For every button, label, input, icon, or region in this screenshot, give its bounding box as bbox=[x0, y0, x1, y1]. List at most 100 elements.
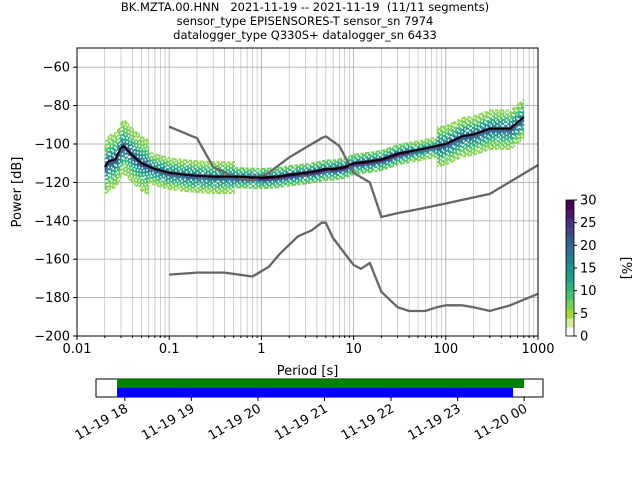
ppsd-cell bbox=[179, 162, 182, 165]
ppsd-cell bbox=[263, 181, 266, 184]
ppsd-cell bbox=[118, 173, 121, 176]
ppsd-cell bbox=[228, 178, 231, 181]
ppsd-cell bbox=[469, 140, 471, 143]
ppsd-cell bbox=[444, 150, 447, 153]
x-tick-label: 1 bbox=[257, 342, 265, 357]
ppsd-cell bbox=[521, 111, 523, 114]
ppsd-cell bbox=[403, 162, 405, 165]
ppsd-cell bbox=[314, 175, 317, 178]
ppsd-cell bbox=[458, 138, 460, 141]
ppsd-cell bbox=[315, 172, 318, 175]
ppsd-cell bbox=[338, 167, 341, 170]
ppsd-cell bbox=[279, 172, 281, 175]
ppsd-cell bbox=[349, 155, 352, 158]
ppsd-cell bbox=[274, 176, 277, 179]
ppsd-cell bbox=[283, 175, 286, 178]
ppsd-cell bbox=[143, 188, 145, 191]
ppsd-cell bbox=[444, 153, 447, 156]
ppsd-cell bbox=[516, 136, 519, 139]
ppsd-cell bbox=[112, 144, 115, 147]
ppsd-cell bbox=[268, 173, 271, 176]
ppsd-cell bbox=[499, 117, 502, 120]
ppsd-cell bbox=[110, 160, 113, 163]
ppsd-cell bbox=[110, 181, 113, 184]
ppsd-cell bbox=[449, 132, 451, 135]
ppsd-cell bbox=[282, 185, 284, 188]
ppsd-cell bbox=[315, 180, 318, 183]
ppsd-cell bbox=[341, 167, 344, 170]
ppsd-cell bbox=[280, 172, 283, 175]
ppsd-cell bbox=[358, 154, 361, 157]
ppsd-cell bbox=[522, 118, 525, 121]
ppsd-cell bbox=[498, 124, 500, 127]
ppsd-cell bbox=[400, 143, 402, 146]
ppsd-cell bbox=[458, 128, 460, 131]
ppsd-cell bbox=[361, 169, 364, 172]
title-line-station: BK.MZTA.00.HNN 2021-11-19 -- 2021-11-19 … bbox=[120, 0, 490, 14]
ppsd-cell bbox=[170, 174, 173, 177]
ppsd-cell bbox=[476, 121, 479, 124]
ppsd-cell bbox=[380, 161, 382, 164]
ppsd-cell bbox=[253, 173, 255, 176]
ppsd-cell bbox=[484, 140, 486, 143]
ppsd-cell bbox=[150, 165, 153, 168]
ppsd-cell bbox=[340, 160, 343, 163]
ppsd-cell bbox=[363, 158, 366, 161]
ppsd-cell bbox=[340, 177, 343, 180]
ppsd-cell bbox=[129, 175, 131, 178]
ppsd-cell bbox=[124, 131, 127, 134]
ppsd-cell bbox=[358, 156, 361, 159]
ppsd-cell bbox=[116, 146, 119, 149]
ppsd-cell bbox=[420, 155, 422, 158]
ppsd-cell bbox=[300, 167, 303, 170]
ppsd-cell bbox=[107, 185, 110, 188]
ppsd-cell bbox=[464, 155, 467, 158]
ppsd-cell bbox=[521, 123, 523, 126]
ppsd-cell bbox=[476, 142, 479, 145]
ppsd-cell bbox=[485, 130, 488, 133]
ppsd-cell bbox=[227, 165, 229, 168]
ppsd-cell bbox=[175, 188, 177, 191]
ppsd-cell bbox=[159, 164, 162, 167]
ppsd-cell bbox=[514, 124, 517, 127]
colorbar-step bbox=[566, 211, 574, 215]
ppsd-cell bbox=[302, 165, 304, 168]
ppsd-cell bbox=[476, 140, 479, 143]
ppsd-cell bbox=[106, 187, 108, 190]
ppsd-cell bbox=[462, 145, 465, 148]
ppsd-cell bbox=[472, 134, 474, 137]
ppsd-cell bbox=[360, 162, 362, 165]
ppsd-cell bbox=[228, 188, 231, 191]
ppsd-cell bbox=[484, 126, 486, 129]
ppsd-cell bbox=[355, 157, 358, 160]
ppsd-cell bbox=[510, 117, 512, 120]
ppsd-cell bbox=[335, 178, 338, 181]
ppsd-cell bbox=[120, 172, 122, 175]
ppsd-cell bbox=[380, 159, 382, 162]
ppsd-cell bbox=[222, 192, 225, 194]
ppsd-cell bbox=[130, 157, 133, 160]
ppsd-cell bbox=[302, 163, 304, 166]
ppsd-cell bbox=[467, 116, 470, 119]
ppsd-cell bbox=[305, 172, 307, 175]
ppsd-cell bbox=[288, 176, 291, 179]
ppsd-cell bbox=[225, 180, 228, 183]
ppsd-cell bbox=[236, 172, 238, 175]
colorbar-step bbox=[566, 295, 574, 299]
ppsd-cell bbox=[204, 178, 206, 181]
ppsd-cell bbox=[360, 166, 362, 169]
ppsd-cell bbox=[172, 186, 174, 189]
ppsd-cell bbox=[260, 173, 263, 176]
ppsd-cell bbox=[441, 156, 444, 159]
ppsd-cell bbox=[198, 191, 200, 194]
ppsd-cell bbox=[508, 147, 511, 150]
ppsd-cell bbox=[257, 179, 260, 182]
ppsd-cell bbox=[138, 185, 141, 188]
ppsd-cell bbox=[358, 172, 361, 175]
ppsd-cell bbox=[380, 155, 382, 158]
ppsd-cell bbox=[519, 124, 522, 127]
ppsd-cell bbox=[498, 128, 500, 131]
ppsd-cell bbox=[204, 168, 206, 171]
ppsd-cell bbox=[135, 167, 137, 170]
ppsd-cell bbox=[430, 149, 433, 152]
